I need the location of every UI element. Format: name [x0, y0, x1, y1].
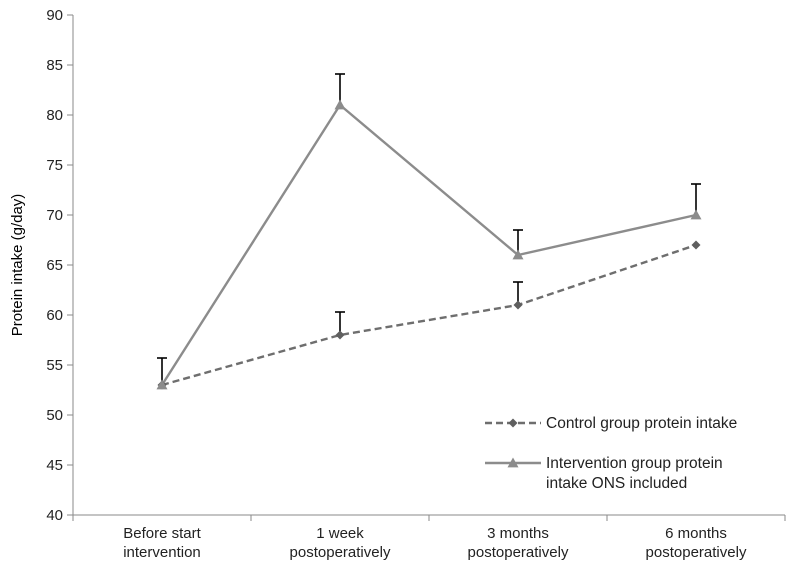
y-tick-label: 75: [46, 157, 63, 174]
data-point-triangle: [690, 209, 702, 220]
data-point-triangle: [512, 249, 524, 260]
legend-label-control: Control group protein intake: [546, 415, 737, 432]
y-tick-label: 80: [46, 107, 63, 124]
x-tick-label: 1 week postoperatively: [290, 525, 391, 561]
y-tick-label: 40: [46, 507, 63, 524]
data-point-triangle: [156, 379, 168, 390]
data-point-diamond: [691, 240, 701, 250]
legend-marker-control: [508, 418, 518, 428]
series-line-2: [160, 103, 697, 386]
legend-label-intervention: Intervention group protein intake ONS inc…: [546, 455, 723, 492]
y-tick-label: 45: [46, 457, 63, 474]
data-point-diamond: [335, 330, 345, 340]
x-tick-label: 3 months postoperatively: [468, 525, 569, 561]
series-lines: [160, 103, 697, 387]
y-tick-label: 70: [46, 207, 63, 224]
y-tick-label: 55: [46, 357, 63, 374]
error-bars: [157, 73, 701, 385]
legend-marker-intervention: [507, 457, 519, 468]
chart-axes: 40 45 50 55 60 65 70 75 80 85 90 Before start interv…: [46, 7, 786, 561]
x-tick-label: Before start intervention: [123, 525, 201, 561]
data-point-diamond: [513, 300, 523, 310]
y-axis-title: Protein intake (g/day): [9, 194, 26, 337]
series-line-1: [161, 243, 697, 387]
data-point-triangle: [334, 99, 346, 110]
y-tick-label: 50: [46, 407, 63, 424]
y-tick-label: 85: [46, 57, 63, 74]
y-tick-label: 65: [46, 257, 63, 274]
y-tick-label: 60: [46, 307, 63, 324]
series-markers: [156, 99, 702, 390]
x-tick-label: 6 months postoperatively: [646, 525, 747, 561]
y-tick-label: 90: [46, 7, 63, 24]
legend: Control group protein intake Intervention…: [485, 415, 737, 492]
